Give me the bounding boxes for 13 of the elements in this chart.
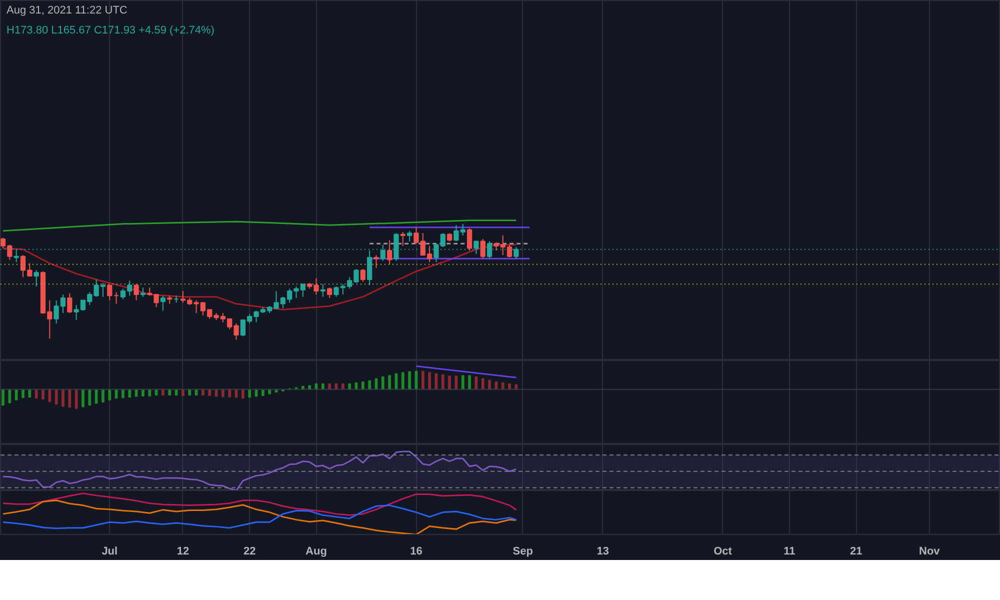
x-tick-label: Oct	[714, 546, 732, 558]
x-tick-label: 11	[784, 546, 796, 558]
x-tick-label: Jul	[102, 546, 118, 558]
x-tick-label: 12	[176, 546, 190, 558]
x-tick-label: Aug	[306, 546, 327, 558]
chart-subtitle: H173.80 L165.67 C171.93 +4.59 (+2.74%)	[6, 24, 214, 36]
x-tick-label: Sep	[512, 546, 534, 558]
x-tick-label: 16	[410, 546, 422, 558]
x-tick-label: Nov	[919, 546, 941, 558]
chart-title: Aug 31, 2021 11:22 UTC	[6, 4, 128, 16]
x-tick-label: 21	[850, 546, 862, 558]
x-tick-label: 13	[596, 546, 609, 558]
x-tick-label: 22	[243, 546, 256, 558]
